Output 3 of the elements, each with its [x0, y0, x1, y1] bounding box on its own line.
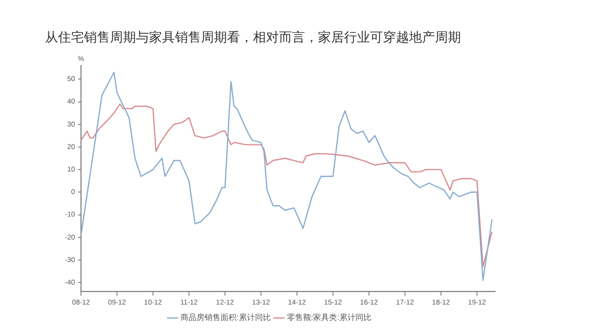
chart-title: 从住宅销售周期与家具销售周期看，相对而言，家居行业可穿越地产周期	[45, 29, 461, 44]
legend-label: 商品房销售面积:累计同比	[180, 313, 271, 322]
legend-label: 零售额:家具类:累计同比	[286, 313, 372, 322]
